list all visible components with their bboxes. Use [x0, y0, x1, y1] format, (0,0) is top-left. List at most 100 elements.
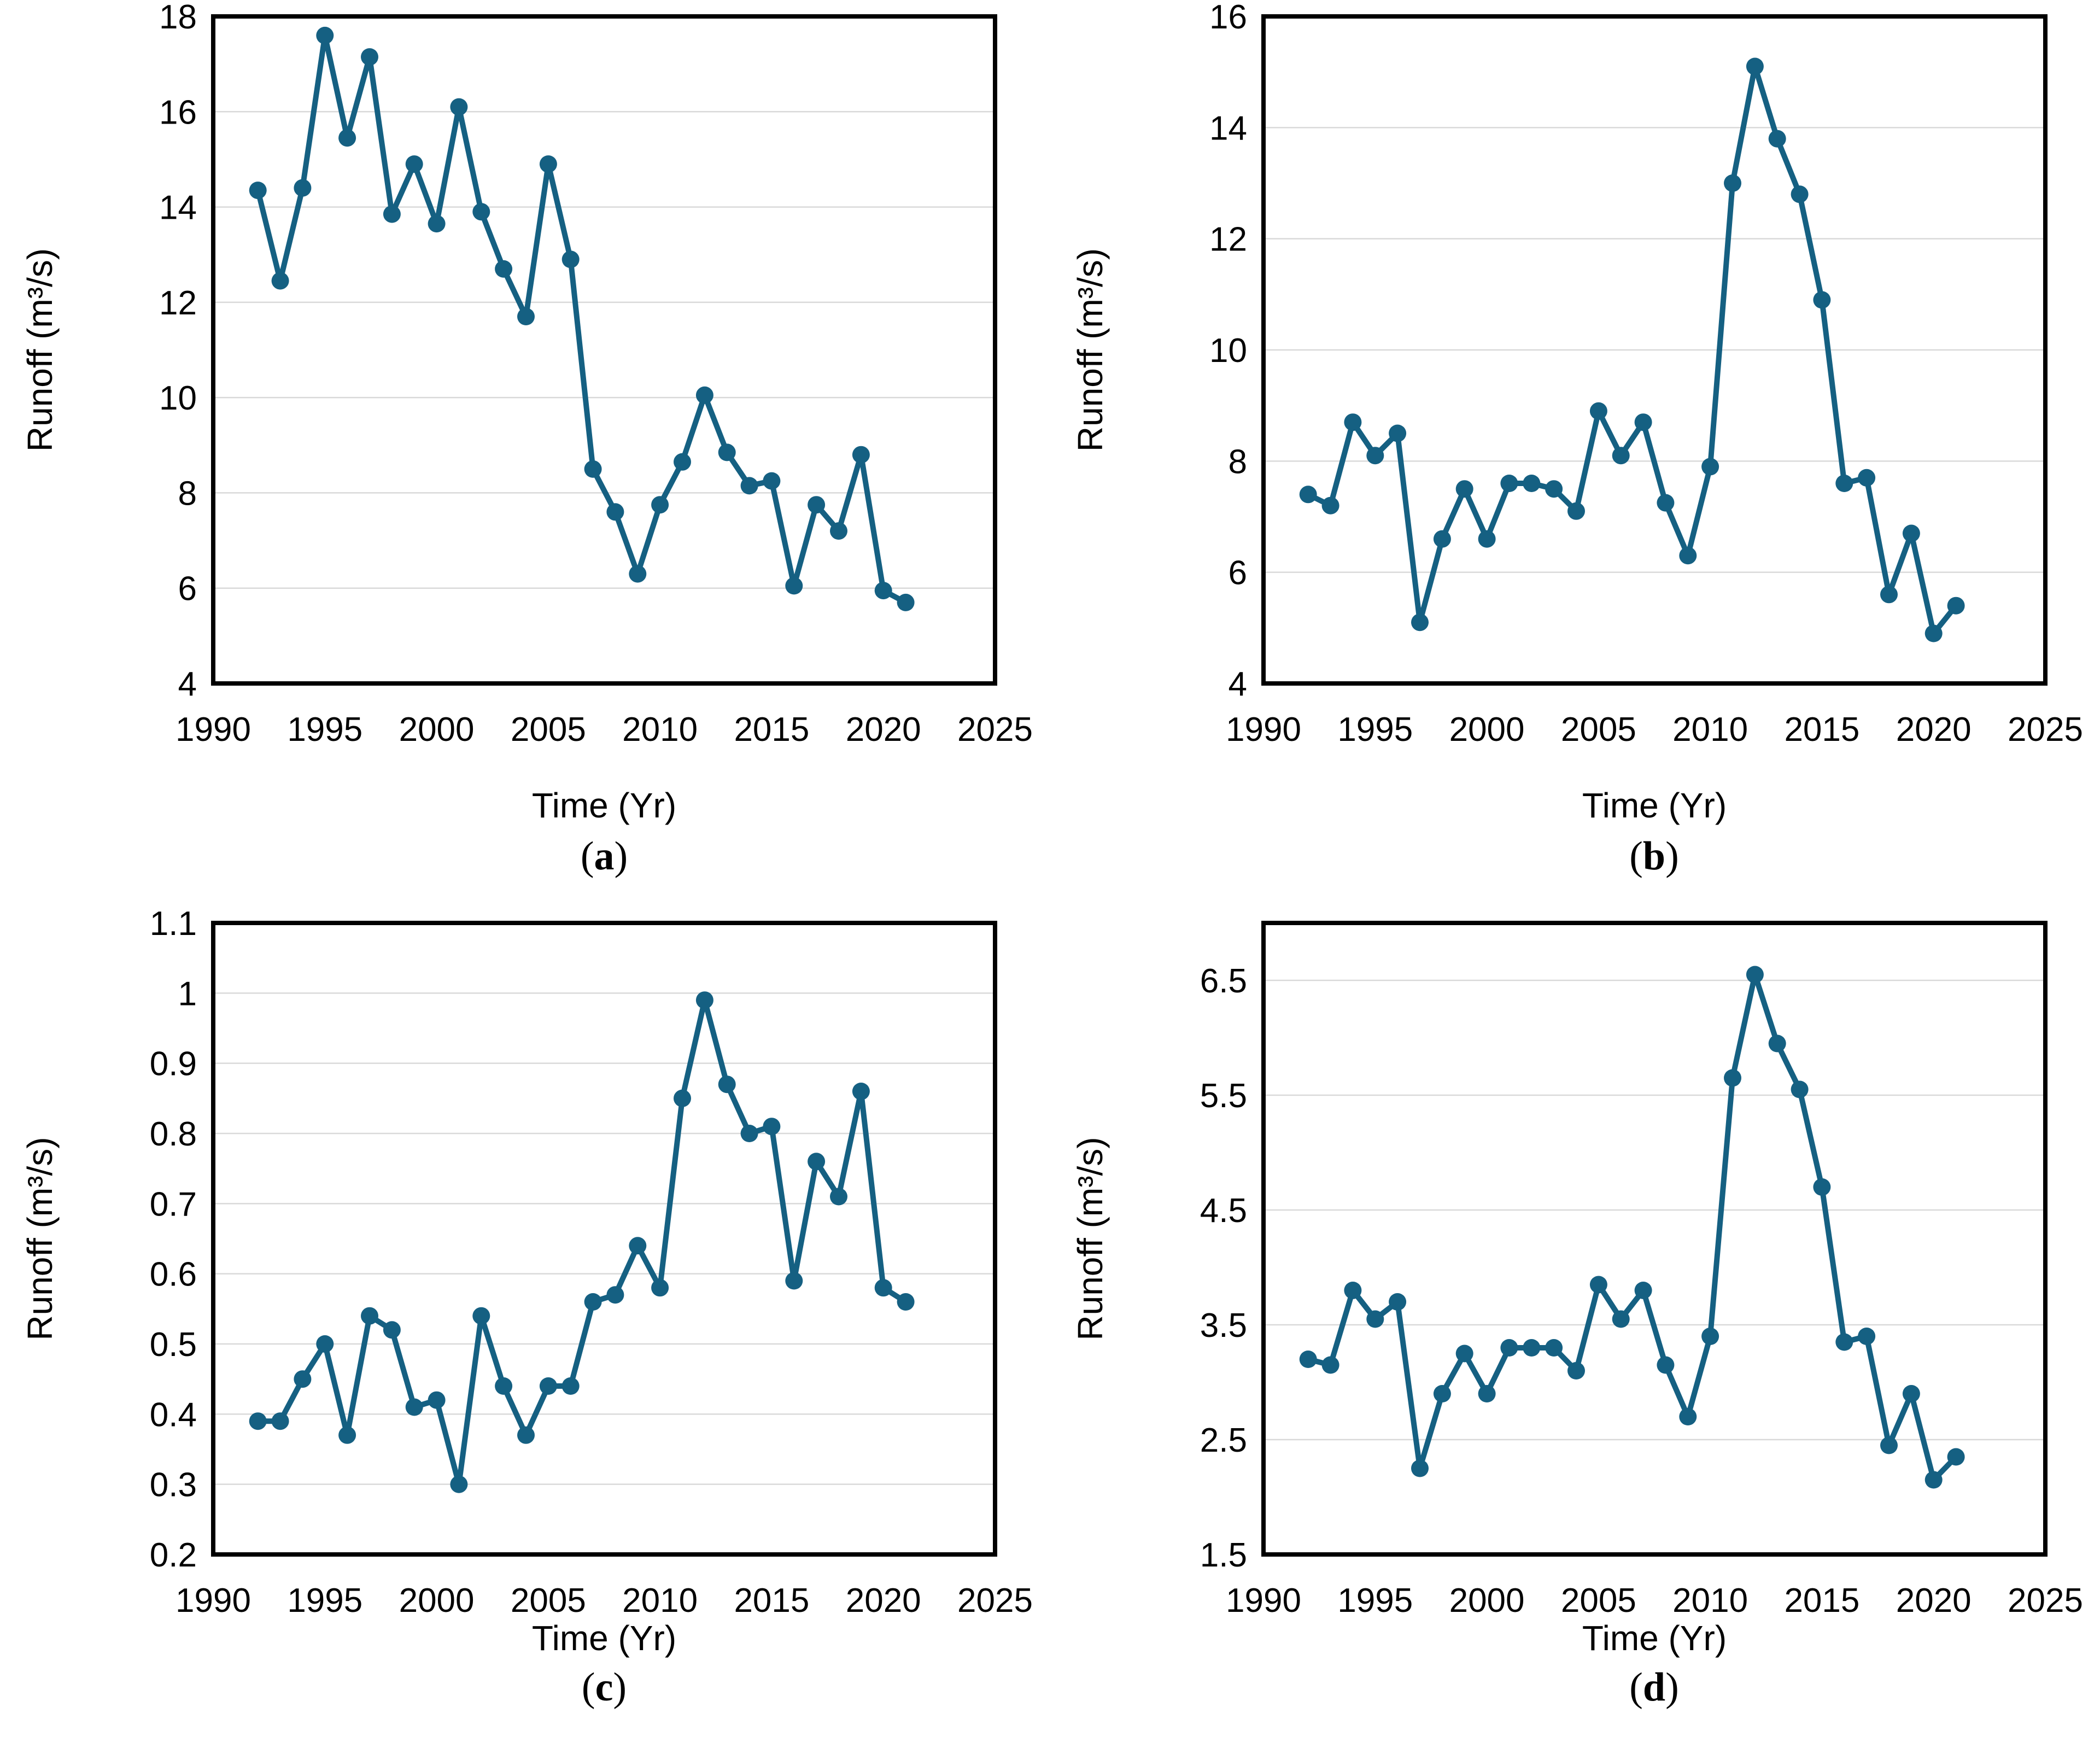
data-point-marker	[651, 496, 669, 514]
x-tick-label: 2015	[734, 1582, 809, 1620]
data-point-marker	[1589, 1276, 1607, 1294]
y-axis-title: Runoff (m³/s)	[1071, 248, 1110, 452]
data-point-marker	[472, 1307, 490, 1325]
x-tick-label: 2010	[1672, 1582, 1748, 1620]
data-point-marker	[785, 577, 803, 595]
x-tick-labels: 1990 1995 2000 2005 2010 2015 2020 2025	[176, 1582, 1033, 1620]
data-point-marker	[561, 250, 580, 268]
y-tick-label: 4	[178, 665, 197, 703]
data-point-marker	[629, 1237, 647, 1255]
data-point-marker	[1768, 130, 1786, 148]
series-markers	[1299, 57, 1965, 642]
data-point-marker	[1656, 1356, 1674, 1374]
y-tick-label: 1.5	[1200, 1536, 1247, 1574]
data-point-marker	[1433, 1385, 1451, 1402]
y-tick-label: 0.9	[150, 1045, 197, 1083]
data-point-marker	[1500, 475, 1518, 492]
data-point-marker	[785, 1272, 803, 1290]
plot-frame	[1261, 14, 2048, 686]
data-point-marker	[1924, 624, 1943, 642]
x-tick-label: 1995	[1337, 1582, 1413, 1620]
y-tick-label: 0.5	[150, 1326, 197, 1364]
x-axis-title: Time (Yr)	[532, 786, 676, 825]
y-tick-label: 6.5	[1200, 962, 1247, 1000]
data-point-marker	[361, 48, 378, 66]
data-point-marker	[249, 182, 267, 200]
x-axis-title: Time (Yr)	[1582, 786, 1726, 825]
cell-a: 4 6 8 10 12 14 16 18 1990 1995 2000 2005 2010 2015 202…	[0, 0, 1050, 901]
data-point-marker	[1947, 597, 1965, 615]
data-point-marker	[1321, 496, 1339, 515]
x-tick-label: 2000	[1449, 711, 1524, 749]
y-tick-label: 5.5	[1200, 1077, 1247, 1115]
x-tick-label: 2020	[846, 711, 921, 749]
data-point-marker	[1880, 1436, 1898, 1454]
x-tick-label: 2000	[1449, 1582, 1524, 1620]
data-point-marker	[808, 496, 826, 514]
y-tick-labels: 1.5 2.5 3.5 4.5 5.5 6.5	[1200, 962, 1247, 1574]
data-point-marker	[1902, 1385, 1920, 1402]
data-point-marker	[808, 1153, 826, 1171]
data-point-marker	[1947, 1448, 1965, 1466]
data-point-marker	[1701, 1328, 1719, 1345]
data-point-marker	[674, 453, 691, 471]
x-tick-label: 2010	[622, 1582, 698, 1620]
caption-open-paren: (	[1629, 1665, 1643, 1710]
data-point-marker	[897, 1293, 915, 1311]
data-point-marker	[830, 1188, 847, 1206]
x-tick-labels: 1990 1995 2000 2005 2010 2015 2020 2025	[1226, 711, 2083, 749]
y-tick-labels: 0.2 0.3 0.4 0.5 0.6 0.7 0.8 0.9 1 1.1	[150, 907, 197, 1574]
data-point-marker	[1812, 291, 1830, 309]
runoff-chart-d: 1.5 2.5 3.5 4.5 5.5 6.5 1990 1995 2000 2005 2010 20…	[1071, 921, 2083, 1658]
data-point-marker	[1634, 1282, 1652, 1299]
data-point-marker	[517, 308, 535, 325]
y-tick-label: 0.8	[150, 1115, 197, 1153]
data-point-marker	[1678, 1408, 1697, 1425]
data-point-marker	[539, 155, 557, 173]
data-point-marker	[1723, 174, 1741, 192]
data-point-marker	[1366, 1310, 1384, 1328]
x-tick-label: 2010	[1672, 711, 1748, 749]
data-point-marker	[1567, 502, 1585, 520]
data-point-marker	[1768, 1034, 1786, 1053]
data-point-marker	[1723, 1069, 1741, 1087]
data-point-marker	[1812, 1178, 1830, 1196]
series-markers	[1299, 966, 1965, 1489]
x-tick-label: 2000	[399, 1582, 475, 1620]
y-tick-label: 12	[1209, 221, 1247, 259]
data-point-marker	[495, 260, 513, 278]
y-tick-label: 12	[159, 284, 197, 322]
y-tick-label: 0.7	[150, 1185, 197, 1223]
data-point-marker	[428, 215, 446, 233]
data-point-marker	[1388, 1293, 1406, 1311]
data-point-marker	[1791, 185, 1809, 203]
data-point-marker	[1835, 475, 1853, 492]
y-tick-label: 14	[1209, 109, 1247, 147]
y-axis-title: Runoff (m³/s)	[20, 1137, 60, 1340]
y-tick-label: 10	[159, 379, 197, 417]
data-point-marker	[584, 1293, 602, 1311]
caption-open-paren: (	[580, 834, 594, 879]
caption-a: (a)	[90, 834, 1118, 879]
caption-letter: d	[1642, 1665, 1666, 1710]
caption-open-paren: (	[1629, 834, 1643, 879]
plot-frame	[1261, 921, 2048, 1557]
data-point-marker	[294, 179, 312, 197]
data-point-marker	[1746, 57, 1764, 75]
x-tick-label: 2010	[622, 711, 698, 749]
data-point-marker	[629, 565, 647, 583]
y-tick-label: 16	[1209, 0, 1247, 36]
data-point-marker	[1433, 530, 1451, 548]
data-point-marker	[1478, 1385, 1496, 1402]
data-point-marker	[718, 1075, 736, 1094]
gridlines	[213, 111, 995, 589]
x-tick-label: 2025	[957, 1582, 1033, 1620]
y-tick-label: 3.5	[1200, 1307, 1247, 1345]
x-tick-label: 1995	[1337, 711, 1413, 749]
data-point-marker	[316, 26, 334, 44]
caption-open-paren: (	[581, 1665, 595, 1710]
y-tick-label: 1	[178, 975, 197, 1013]
data-point-marker	[405, 155, 423, 173]
gridlines	[213, 992, 995, 1485]
